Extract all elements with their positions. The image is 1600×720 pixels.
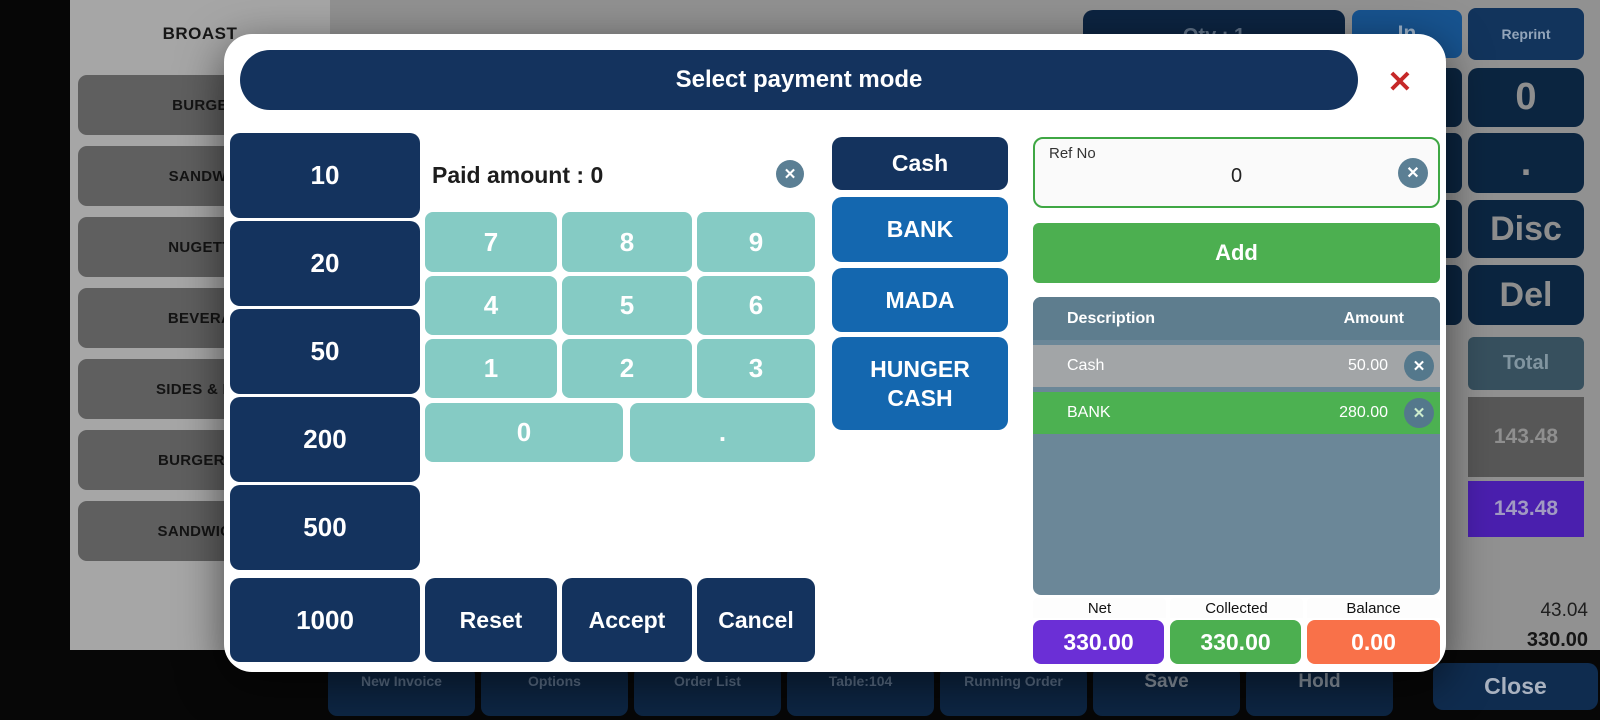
hidden-key-sliver[interactable] (1446, 68, 1462, 127)
payment-mode-bank[interactable]: BANK (832, 197, 1008, 262)
payment-row-description: Cash (1067, 357, 1105, 374)
save-button[interactable]: Save (1093, 666, 1240, 716)
select-payment-mode-dialog: Select payment mode ✕ 10 20 50 200 500 1… (224, 34, 1446, 672)
hidden-key-sliver[interactable] (1446, 133, 1462, 193)
paid-amount-label: Paid amount : 0 (432, 161, 604, 188)
tax-value: 43.04 (1540, 600, 1588, 621)
dialog-title: Select payment mode (240, 50, 1358, 110)
keypad-3[interactable]: 3 (697, 339, 815, 398)
total-header: Total (1468, 337, 1584, 390)
sidebar-category-broast[interactable]: BROAST (162, 24, 238, 43)
dialog-close-icon[interactable]: ✕ (1387, 65, 1413, 99)
keypad-dot[interactable]: . (630, 403, 815, 462)
keypad-0[interactable]: 0 (425, 403, 623, 462)
balance-label: Balance (1307, 598, 1440, 618)
left-edge-strip (0, 0, 70, 720)
running-order-button[interactable]: Running Order (940, 666, 1087, 716)
net-value: 330.00 (1033, 620, 1164, 664)
payment-row-bank[interactable]: BANK 280.00 ✕ (1033, 392, 1440, 434)
keypad-2[interactable]: 2 (562, 339, 692, 398)
remove-payment-icon[interactable]: ✕ (1404, 351, 1434, 381)
payment-row-amount: 280.00 (1339, 404, 1388, 421)
payment-mode-cash[interactable]: Cash (832, 137, 1008, 190)
payment-mode-hunger-cash[interactable]: HUNGER CASH (832, 337, 1008, 430)
reset-button[interactable]: Reset (425, 578, 557, 662)
ref-no-label: Ref No (1049, 145, 1096, 162)
payments-table-header: Description Amount (1033, 297, 1440, 340)
cancel-button[interactable]: Cancel (697, 578, 815, 662)
denomination-200-button[interactable]: 200 (230, 397, 420, 482)
hidden-key-sliver[interactable] (1446, 200, 1462, 258)
new-invoice-button[interactable]: New Invoice (328, 666, 475, 716)
ref-no-value: 0 (1230, 165, 1243, 187)
denomination-50-button[interactable]: 50 (230, 309, 420, 394)
accept-button[interactable]: Accept (562, 578, 692, 662)
remove-payment-icon[interactable]: ✕ (1404, 398, 1434, 428)
payments-table: Description Amount Cash 50.00 ✕ BANK 280… (1033, 297, 1440, 595)
hold-button[interactable]: Hold (1246, 666, 1393, 716)
denomination-10-button[interactable]: 10 (230, 133, 420, 218)
grand-total-value: 330.00 (1526, 629, 1588, 651)
payment-row-cash[interactable]: Cash 50.00 ✕ (1033, 345, 1440, 387)
payment-mode-mada[interactable]: MADA (832, 268, 1008, 332)
reprint-button[interactable]: Reprint (1468, 8, 1584, 60)
keypad-1[interactable]: 1 (425, 339, 557, 398)
close-button[interactable]: Close (1433, 663, 1598, 710)
discount-button[interactable]: Disc (1468, 200, 1584, 258)
ref-no-clear-icon[interactable]: ✕ (1398, 158, 1428, 188)
collected-value: 330.00 (1170, 620, 1301, 664)
header-description: Description (1067, 309, 1156, 327)
keypad-4[interactable]: 4 (425, 276, 557, 335)
options-button[interactable]: Options (481, 666, 628, 716)
key-dot-button[interactable]: . (1468, 133, 1584, 193)
hidden-key-sliver[interactable] (1446, 265, 1462, 325)
payment-row-description: BANK (1067, 404, 1111, 421)
ref-no-field[interactable]: Ref No 0 ✕ (1033, 137, 1440, 208)
order-list-button[interactable]: Order List (634, 666, 781, 716)
collected-label: Collected (1170, 598, 1303, 618)
keypad-7[interactable]: 7 (425, 212, 557, 272)
subtotal-value: 143.48 (1468, 397, 1584, 477)
key-zero-button[interactable]: 0 (1468, 68, 1584, 127)
add-payment-button[interactable]: Add (1033, 223, 1440, 283)
delete-button[interactable]: Del (1468, 265, 1584, 325)
keypad-8[interactable]: 8 (562, 212, 692, 272)
payment-row-amount: 50.00 (1347, 357, 1388, 374)
header-amount: Amount (1343, 309, 1404, 327)
keypad-9[interactable]: 9 (697, 212, 815, 272)
balance-value: 0.00 (1307, 620, 1440, 664)
denomination-1000-button[interactable]: 1000 (230, 578, 420, 662)
denomination-500-button[interactable]: 500 (230, 485, 420, 570)
keypad-6[interactable]: 6 (697, 276, 815, 335)
denomination-20-button[interactable]: 20 (230, 221, 420, 306)
paid-amount-clear-icon[interactable]: ✕ (776, 160, 804, 188)
keypad-5[interactable]: 5 (562, 276, 692, 335)
table-button[interactable]: Table:104 (787, 666, 934, 716)
subtotal-alt-value: 143.48 (1468, 481, 1584, 537)
net-label: Net (1033, 598, 1166, 618)
